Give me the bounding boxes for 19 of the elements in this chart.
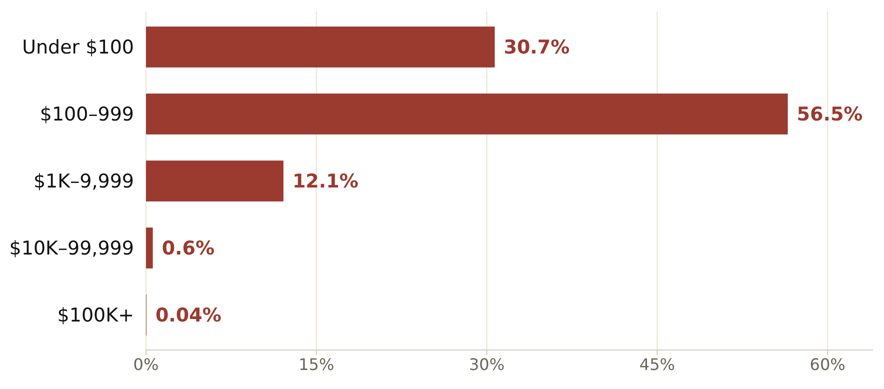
x-tick-label: 15% [298,355,334,374]
x-tick-label: 0% [133,355,159,374]
data-label: 56.5% [796,104,863,126]
bar [146,26,495,68]
bar [146,228,153,268]
bar [146,94,788,134]
y-tick-label: $1K–9,999 [33,170,134,193]
y-tick-label: $100K+ [57,304,134,327]
data-label: 0.04% [155,304,222,327]
data-label: 30.7% [504,36,570,59]
x-tick-label: 30% [469,355,505,374]
y-tick-label: Under $100 [22,36,134,59]
x-tick-label: 45% [639,355,675,374]
y-tick-label: $100–999 [40,104,134,126]
y-tick-label: $10K–99,999 [9,238,134,260]
bar [146,160,284,202]
data-label: 0.6% [162,238,215,260]
x-tick-label: 60% [810,355,846,374]
data-label: 12.1% [292,170,358,193]
